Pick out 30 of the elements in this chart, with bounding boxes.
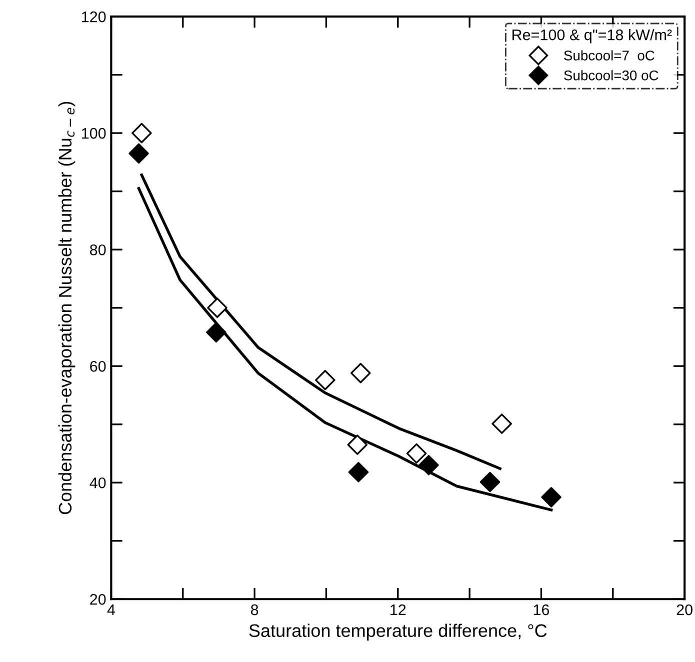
point xyxy=(207,298,228,318)
x-tick-label: 12 xyxy=(390,604,406,616)
point xyxy=(492,414,512,434)
y-axis-title: Condensation-evaporation Nusselt number (Nu$_{c−e}$) xyxy=(58,102,76,514)
point xyxy=(350,362,371,384)
point xyxy=(132,122,152,144)
point xyxy=(418,454,439,476)
y-tick-label: 120 xyxy=(82,11,106,22)
point xyxy=(314,370,336,390)
point xyxy=(347,434,368,455)
y-tick-label: 100 xyxy=(82,128,106,139)
x-tick-label: 4 xyxy=(107,604,115,616)
y-tick-label: 60 xyxy=(90,360,106,372)
point xyxy=(406,443,427,464)
x-axis-title: Saturation temperature difference, °C xyxy=(249,624,547,641)
legend-title: Re=100 & q"=18 kW/m² xyxy=(512,29,672,44)
point xyxy=(348,462,369,482)
line-series xyxy=(140,174,502,470)
x-tick-label: 8 xyxy=(250,604,258,616)
legend-label: Subcool=7 oC xyxy=(564,50,654,60)
point xyxy=(541,487,562,508)
point xyxy=(480,472,500,492)
x-tick-label: 16 xyxy=(534,604,550,616)
y-tick-label: 20 xyxy=(90,594,106,605)
legend-label: Subcool=30 oC xyxy=(564,70,658,80)
point xyxy=(128,143,149,164)
x-tick-label: 20 xyxy=(676,604,692,616)
point xyxy=(206,322,226,342)
y-tick-label: 80 xyxy=(90,244,106,256)
y-tick-label: 40 xyxy=(90,477,106,488)
